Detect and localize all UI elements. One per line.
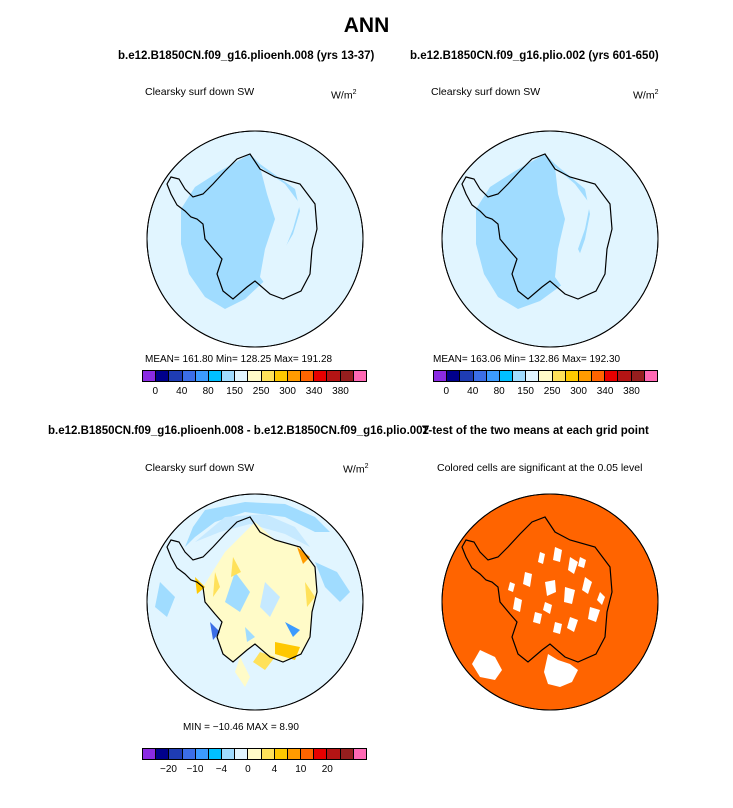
panel3-map [146,493,364,711]
colorbar-swatch [182,371,196,381]
colorbar-swatch [301,371,315,381]
colorbar-swatch [578,371,593,381]
main-title: ANN [343,14,390,37]
colorbar-tick-label: 10 [295,764,307,775]
colorbar-swatch [499,371,514,381]
colorbar-swatch [618,371,632,381]
colorbar-swatch [248,371,262,381]
panel1-units: W/m2 [331,89,357,102]
panel2-units: W/m2 [633,89,659,102]
panel2-map [441,130,659,348]
colorbar-swatch [235,749,249,759]
colorbar-swatch [222,749,236,759]
panel2-variable: Clearsky surf down SW [431,86,541,98]
colorbar-swatch [644,371,657,381]
colorbar-swatch [539,371,553,381]
colorbar-swatch [513,371,527,381]
colorbar-tick-label: 340 [596,386,614,397]
colorbar-swatch [274,371,288,381]
colorbar-tick-label: 380 [332,386,349,397]
colorbar-swatch [287,371,302,381]
colorbar-swatch [565,371,579,381]
colorbar-swatch [156,749,170,759]
colorbar-swatch [169,749,183,759]
colorbar-swatch [274,749,288,759]
colorbar-swatch [195,371,209,381]
colorbar-swatch [248,749,262,759]
colorbar-swatch [526,371,540,381]
colorbar-tick-label: 4 [271,764,278,775]
colorbar-swatch [287,749,302,759]
colorbar-tick-label: 40 [467,386,479,397]
colorbar-swatch [631,371,645,381]
colorbar-tick-label: 150 [226,386,243,397]
panel4-map [441,493,659,711]
colorbar-swatch [353,371,366,381]
panel2-colorbar [433,370,658,382]
colorbar-swatch [353,749,366,759]
colorbar-swatch [447,371,461,381]
colorbar-swatch [473,371,487,381]
colorbar-swatch [156,371,170,381]
panel3-variable: Clearsky surf down SW [145,462,255,474]
panel3-units: W/m2 [343,463,369,476]
colorbar-tick-label: 0 [152,386,159,397]
colorbar-swatch [261,749,275,759]
panel1-title: b.e12.B1850CN.f09_g16.plioenh.008 (yrs 1… [118,50,375,62]
colorbar-swatch [434,371,448,381]
colorbar-swatch [552,371,566,381]
colorbar-tick-label: 20 [321,764,333,775]
colorbar-tick-label: 340 [305,386,323,397]
colorbar-tick-label: 380 [623,386,640,397]
colorbar-swatch [143,749,157,759]
panel1-variable: Clearsky surf down SW [145,86,255,98]
colorbar-swatch [235,371,249,381]
colorbar-swatch [486,371,500,381]
panel2-stats: MEAN= 163.06 Min= 132.86 Max= 192.30 [433,354,621,365]
colorbar-swatch [261,371,275,381]
colorbar-swatch [169,371,183,381]
colorbar-swatch [314,749,328,759]
panel1-map [146,130,364,348]
colorbar-tick-label: 0 [245,764,251,775]
colorbar-swatch [314,371,328,381]
colorbar-tick-label: 250 [252,386,270,397]
colorbar-tick-label: 80 [493,386,505,397]
colorbar-swatch [143,371,157,381]
colorbar-swatch [327,749,341,759]
colorbar-swatch [327,371,341,381]
colorbar-swatch [208,371,223,381]
colorbar-tick-label: 80 [202,386,214,397]
colorbar-tick-label: 250 [543,386,561,397]
panel1-stats: MEAN= 161.80 Min= 128.25 Max= 191.28 [145,354,333,365]
panel3-title: b.e12.B1850CN.f09_g16.plioenh.008 - b.e1… [48,425,429,437]
panel3-colorbar [142,748,367,760]
colorbar-tick-label: 300 [570,386,587,397]
colorbar-tick-label: 150 [517,386,534,397]
colorbar-tick-label: −10 [186,764,204,775]
panel1-colorbar [142,370,367,382]
colorbar-tick-label: 0 [443,386,450,397]
panel2-title: b.e12.B1850CN.f09_g16.plio.002 (yrs 601-… [410,50,659,62]
panel4-variable: Colored cells are significant at the 0.0… [437,462,643,474]
panel4-title: T-test of the two means at each grid poi… [422,425,649,437]
colorbar-swatch [182,749,196,759]
colorbar-swatch [340,371,354,381]
colorbar-swatch [592,371,606,381]
colorbar-tick-label: −20 [159,764,177,775]
colorbar-swatch [208,749,223,759]
colorbar-swatch [340,749,354,759]
colorbar-tick-label: 300 [279,386,296,397]
colorbar-swatch [605,371,619,381]
colorbar-tick-label: −4 [215,764,228,775]
colorbar-swatch [222,371,236,381]
colorbar-swatch [460,371,474,381]
panel3-stats: MIN = −10.46 MAX = 8.90 [183,722,299,733]
colorbar-swatch [301,749,315,759]
colorbar-tick-label: 40 [176,386,188,397]
colorbar-swatch [195,749,209,759]
